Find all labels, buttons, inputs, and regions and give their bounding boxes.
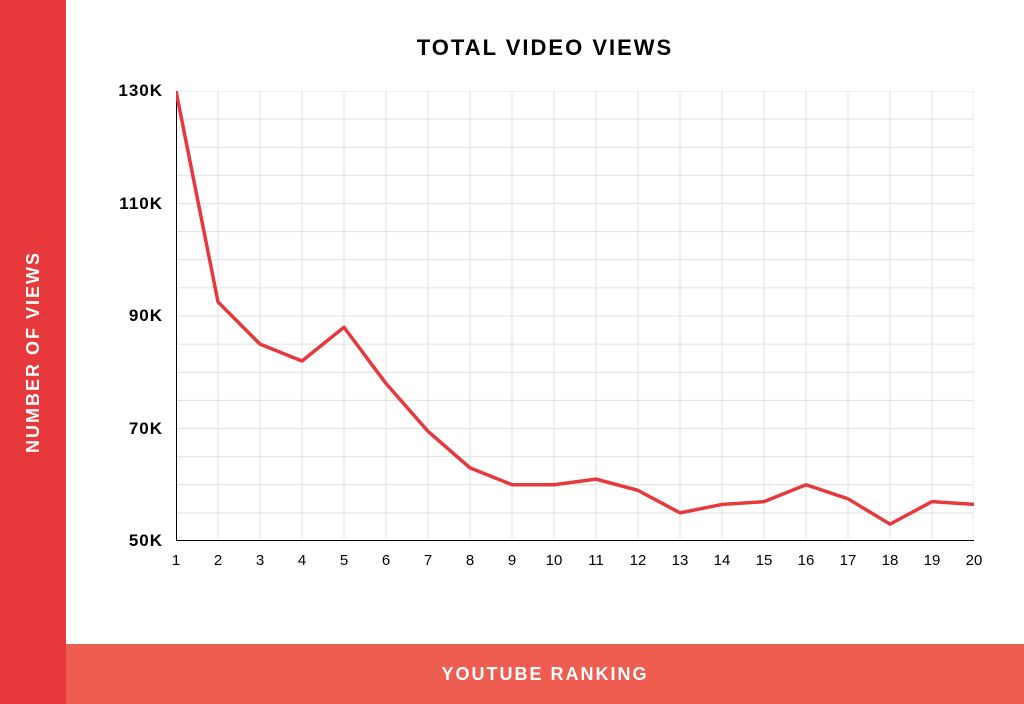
- x-tick-label: 15: [756, 552, 773, 569]
- y-tick-labels: 50K70K90K110K130K: [116, 91, 171, 541]
- chart-title: TOTAL VIDEO VIEWS: [116, 35, 974, 61]
- y-axis-label: NUMBER OF VIEWS: [23, 251, 44, 453]
- y-tick-label: 90K: [129, 306, 163, 326]
- x-tick-label: 12: [630, 552, 647, 569]
- chart-svg: [176, 91, 974, 541]
- x-tick-label: 14: [714, 552, 731, 569]
- x-tick-label: 10: [546, 552, 563, 569]
- data-line: [176, 91, 974, 524]
- x-tick-label: 9: [508, 552, 516, 569]
- x-tick-label: 11: [588, 552, 604, 569]
- y-tick-label: 130K: [118, 81, 163, 101]
- main-container: TOTAL VIDEO VIEWS 50K70K90K110K130K 1234…: [66, 0, 1024, 704]
- x-tick-label: 13: [672, 552, 689, 569]
- x-tick-label: 16: [798, 552, 815, 569]
- y-tick-label: 50K: [129, 531, 163, 551]
- x-tick-label: 7: [424, 552, 432, 569]
- x-tick-label: 6: [382, 552, 390, 569]
- y-tick-label: 110K: [119, 194, 163, 214]
- x-tick-label: 19: [924, 552, 941, 569]
- plot-region: 50K70K90K110K130K 1234567891011121314151…: [116, 91, 974, 571]
- x-tick-label: 5: [340, 552, 348, 569]
- x-tick-label: 18: [882, 552, 899, 569]
- x-tick-label: 4: [298, 552, 306, 569]
- x-axis-label-bar: YOUTUBE RANKING: [66, 644, 1024, 704]
- x-tick-labels: 1234567891011121314151617181920: [176, 546, 974, 571]
- x-tick-label: 17: [840, 552, 857, 569]
- x-axis-label: YOUTUBE RANKING: [441, 664, 648, 685]
- x-tick-label: 8: [466, 552, 474, 569]
- x-tick-label: 1: [172, 552, 180, 569]
- y-tick-label: 70K: [129, 419, 163, 439]
- x-tick-label: 2: [214, 552, 222, 569]
- y-axis-label-bar: NUMBER OF VIEWS: [0, 0, 66, 704]
- x-tick-label: 3: [256, 552, 264, 569]
- chart-area: TOTAL VIDEO VIEWS 50K70K90K110K130K 1234…: [66, 0, 1024, 644]
- x-tick-label: 20: [966, 552, 983, 569]
